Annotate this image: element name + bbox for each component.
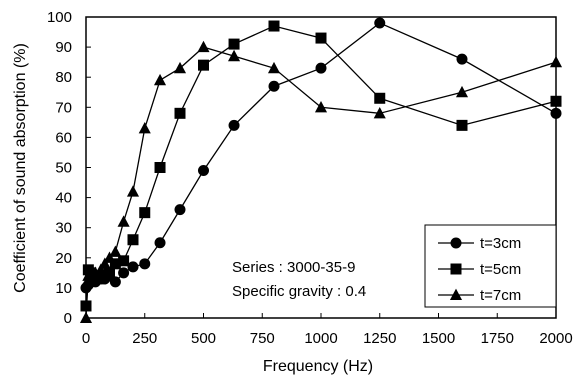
x-tick-label: 2000 — [539, 330, 572, 347]
data-point-t-5cm — [315, 32, 327, 44]
legend-box — [424, 224, 557, 308]
legend-label-t-3cm: t=3cm — [480, 235, 521, 252]
data-point-t-7cm — [153, 73, 167, 86]
data-point-t-7cm — [79, 311, 93, 324]
data-point-t-3cm — [374, 17, 386, 29]
x-axis-title: Frequency (Hz) — [263, 358, 373, 375]
data-point-t-7cm — [138, 122, 151, 134]
data-point-t-3cm — [154, 237, 166, 249]
data-point-t-3cm — [315, 62, 327, 74]
data-point-t-5cm — [127, 234, 139, 246]
data-point-t-5cm — [154, 162, 166, 173]
legend-marker-t-5cm — [450, 263, 462, 275]
data-point-t-7cm — [228, 49, 241, 62]
data-point-t-5cm — [104, 267, 115, 279]
data-point-t-3cm — [268, 80, 280, 92]
data-point-t-5cm — [228, 38, 240, 50]
x-tick-label: 1250 — [363, 330, 396, 347]
data-point-t-3cm — [174, 204, 186, 216]
annotation-series: Series : 3000-35-9 — [232, 259, 355, 276]
x-tick-label: 750 — [250, 330, 275, 347]
data-point-t-5cm — [80, 300, 92, 312]
x-tick-label: 500 — [191, 330, 216, 347]
data-point-t-7cm — [267, 61, 281, 74]
legend-marker-t-7cm — [449, 288, 463, 301]
y-axis-title: Coefficient of sound absorption (%) — [12, 43, 29, 293]
y-tick-label: 80 — [55, 69, 72, 86]
data-point-t-5cm — [456, 119, 468, 131]
y-tick-label: 40 — [55, 190, 72, 207]
legend: t=3cm t=5cm t=7cm — [424, 224, 557, 308]
data-point-t-7cm — [109, 245, 122, 257]
y-tick-label: 60 — [55, 129, 72, 146]
annotation-specific-gravity: Specific gravity : 0.4 — [232, 283, 366, 300]
data-point-t-7cm — [103, 251, 116, 263]
data-point-t-5cm — [374, 92, 386, 104]
y-tick-label: 50 — [55, 160, 72, 177]
y-tick-label: 20 — [55, 250, 72, 267]
y-tick-label: 0 — [64, 310, 72, 327]
x-tick-label: 1750 — [481, 330, 514, 347]
data-point-t-7cm — [84, 269, 97, 281]
data-point-t-7cm — [455, 85, 469, 98]
data-point-t-5cm — [550, 95, 562, 107]
data-point-t-5cm — [198, 59, 209, 71]
data-point-t-5cm — [174, 107, 186, 119]
data-point-t-7cm — [197, 40, 210, 53]
data-point-t-7cm — [373, 106, 386, 119]
data-point-t-7cm — [94, 263, 107, 275]
data-point-t-3cm — [550, 107, 562, 119]
data-point-t-5cm — [268, 20, 280, 32]
tick-labels: 0 250 500 750 1000 1250 1500 1750 2000 0 10 20 30 40 5… — [47, 9, 573, 347]
y-tick-label: 30 — [55, 220, 72, 237]
y-axis-title-group: Coefficient of sound absorption (%) — [12, 43, 29, 293]
y-tick-label: 70 — [55, 99, 72, 116]
data-point-t-5cm — [118, 255, 130, 267]
data-point-t-7cm — [117, 215, 130, 227]
data-point-t-3cm — [456, 53, 468, 65]
data-point-t-7cm — [89, 266, 102, 278]
data-point-t-5cm — [139, 207, 151, 219]
data-point-t-3cm — [139, 258, 151, 270]
data-point-t-3cm — [109, 276, 121, 288]
series-group — [79, 17, 563, 324]
x-tick-label: 1500 — [422, 330, 455, 347]
y-tick-label: 90 — [55, 39, 72, 56]
data-point-t-7cm — [173, 61, 187, 74]
x-tick-label: 0 — [82, 330, 90, 347]
data-point-t-3cm — [118, 267, 130, 279]
annotation-group: Series : 3000-35-9 Specific gravity : 0.… — [232, 259, 366, 300]
legend-label-t-7cm: t=7cm — [480, 287, 521, 304]
x-tick-label: 250 — [132, 330, 157, 347]
data-point-t-7cm — [126, 185, 140, 197]
data-point-t-3cm — [198, 165, 209, 177]
x-tick-label: 1000 — [304, 330, 337, 347]
data-point-t-3cm — [127, 261, 139, 273]
data-point-t-3cm — [228, 119, 240, 131]
y-tick-label: 10 — [55, 280, 72, 297]
data-point-t-5cm — [109, 258, 121, 270]
data-point-t-7cm — [314, 100, 328, 113]
y-tick-label: 100 — [47, 9, 72, 26]
legend-marker-t-3cm — [450, 237, 462, 249]
legend-label-t-5cm: t=5cm — [480, 261, 521, 278]
data-point-t-7cm — [98, 257, 111, 269]
data-point-t-7cm — [549, 55, 563, 68]
